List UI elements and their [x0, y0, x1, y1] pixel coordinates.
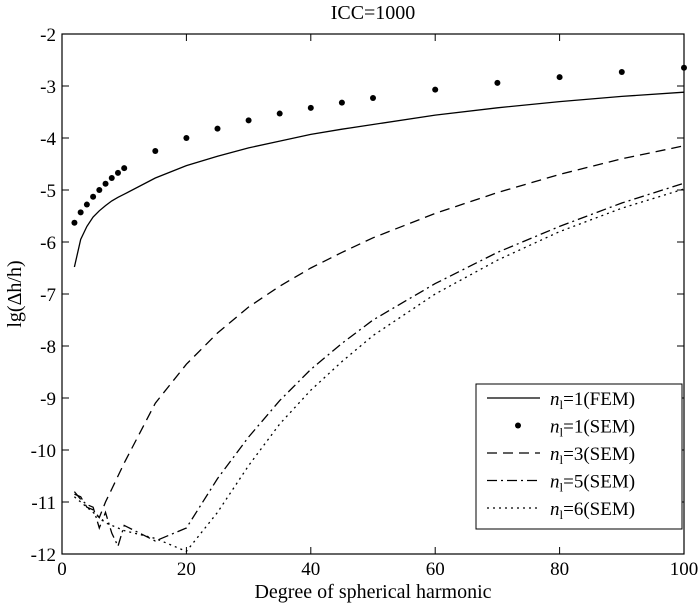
data-point-1-8 [121, 165, 128, 172]
data-point-1-17 [432, 86, 439, 93]
plot-lines [73, 91, 685, 553]
series-line-0 [73, 91, 685, 268]
legend-label-0: nl=1(FEM) [550, 389, 635, 412]
y-tick-label: -4 [40, 129, 56, 150]
data-point-1-12 [245, 117, 252, 124]
x-tick-label: 20 [177, 559, 196, 580]
legend-marker-1 [515, 422, 521, 429]
data-point-1-15 [338, 99, 345, 106]
data-point-1-11 [214, 125, 221, 132]
y-tick-label: -7 [40, 285, 56, 306]
data-point-1-19 [556, 74, 563, 81]
data-point-1-1 [77, 209, 84, 216]
y-axis-title: lg(Δh/h) [4, 260, 26, 327]
data-point-1-7 [114, 169, 121, 176]
series-line-3 [73, 182, 685, 549]
data-point-1-9 [152, 148, 159, 154]
x-tick-label: 60 [426, 559, 445, 580]
chart-title: ICC=1000 [331, 2, 416, 24]
x-tick-label: 40 [301, 559, 320, 580]
y-tick-label: -9 [40, 389, 56, 410]
legend-label-4: nl=6(SEM) [550, 499, 635, 522]
x-tick-label: 80 [550, 559, 569, 580]
data-point-1-0 [71, 219, 78, 226]
y-tick-label: -3 [40, 77, 56, 98]
plot-dots [71, 64, 687, 226]
x-axis: 0 20 40 60 80 100 [57, 34, 698, 580]
y-tick-label: -6 [40, 233, 56, 254]
x-axis-title: Degree of spherical harmonic [254, 581, 491, 603]
data-point-1-13 [276, 110, 283, 117]
legend-label-2: nl=3(SEM) [550, 444, 635, 467]
data-point-1-4 [96, 187, 103, 193]
legend-label-1: nl=1(SEM) [550, 417, 635, 440]
data-point-1-18 [494, 79, 501, 86]
data-point-1-20 [618, 68, 625, 75]
data-point-1-6 [108, 175, 115, 182]
y-tick-label: -8 [40, 337, 56, 358]
data-point-1-3 [90, 193, 97, 200]
data-point-1-2 [83, 201, 90, 208]
data-point-1-16 [370, 94, 376, 101]
y-axis: -2 -3 -4 -5 -6 -7 -8 -9 -10 -11 -12 [31, 25, 684, 566]
data-point-1-14 [307, 104, 314, 111]
y-tick-label: -12 [31, 545, 56, 566]
series-line-4 [73, 188, 685, 553]
legend-label-3: nl=5(SEM) [550, 472, 635, 495]
x-tick-label: 0 [57, 559, 67, 580]
data-point-1-5 [102, 180, 109, 187]
x-tick-label: 100 [670, 559, 699, 580]
data-point-1-10 [183, 135, 190, 141]
y-tick-label: -2 [40, 25, 56, 46]
y-tick-label: -10 [31, 441, 56, 462]
y-tick-label: -11 [31, 493, 56, 514]
legend-box [475, 383, 683, 530]
legend: nl=1(FEM) nl=1(SEM) nl=3(SEM) nl=5(SEM) nl=6… [475, 383, 683, 530]
y-tick-label: -5 [40, 181, 56, 202]
